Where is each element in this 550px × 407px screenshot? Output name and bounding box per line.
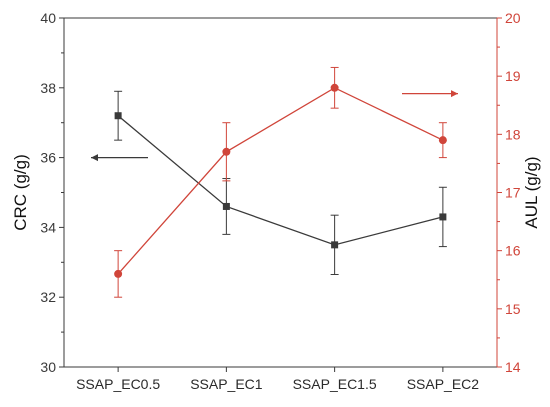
right-tick-label: 17	[505, 185, 521, 201]
plot-frame	[63, 17, 498, 368]
arrow-head	[451, 90, 458, 98]
data-point	[439, 213, 447, 221]
x-axis: SSAP_EC0.5 SSAP_EC1 SSAP_EC1.5 SSAP_EC2	[76, 367, 479, 392]
left-axis-title: CRC (g/g)	[11, 154, 30, 231]
x-tick-label: SSAP_EC1	[190, 376, 263, 392]
data-point	[222, 202, 230, 210]
data-point	[330, 83, 339, 92]
right-tick-label: 19	[505, 68, 521, 84]
aul-series	[114, 66, 447, 298]
x-tick-label: SSAP_EC1.5	[293, 376, 377, 392]
data-point	[438, 136, 447, 145]
right-axis: 14 15 16 17 18 19 20	[497, 10, 521, 375]
right-tick-label: 20	[505, 10, 521, 26]
right-tick-label: 16	[505, 243, 521, 259]
left-tick-label: 38	[40, 80, 56, 96]
data-point	[114, 112, 122, 120]
left-tick-label: 30	[40, 359, 56, 375]
data-point	[331, 241, 339, 249]
data-point	[114, 269, 123, 278]
right-tick-label: 18	[505, 126, 521, 142]
left-axis-arrow	[91, 154, 148, 162]
right-tick-label: 15	[505, 301, 521, 317]
x-tick-label: SSAP_EC0.5	[76, 376, 160, 392]
left-tick-label: 40	[40, 10, 56, 26]
right-tick-label: 14	[505, 359, 521, 375]
left-axis: 30 32 34 36 38 40	[40, 10, 64, 375]
right-axis-title: AUL (g/g)	[522, 156, 541, 228]
left-tick-label: 32	[40, 289, 56, 305]
series-layer	[114, 66, 447, 298]
annotation-layer	[91, 90, 458, 162]
data-point	[222, 147, 231, 156]
left-tick-label: 36	[40, 150, 56, 166]
x-tick-label: SSAP_EC2	[407, 376, 480, 392]
series-line	[117, 87, 444, 275]
series-line	[117, 115, 444, 246]
arrow-head	[91, 154, 98, 162]
crc-series	[114, 90, 447, 276]
right-axis-arrow	[402, 90, 458, 98]
left-tick-label: 34	[40, 219, 56, 235]
